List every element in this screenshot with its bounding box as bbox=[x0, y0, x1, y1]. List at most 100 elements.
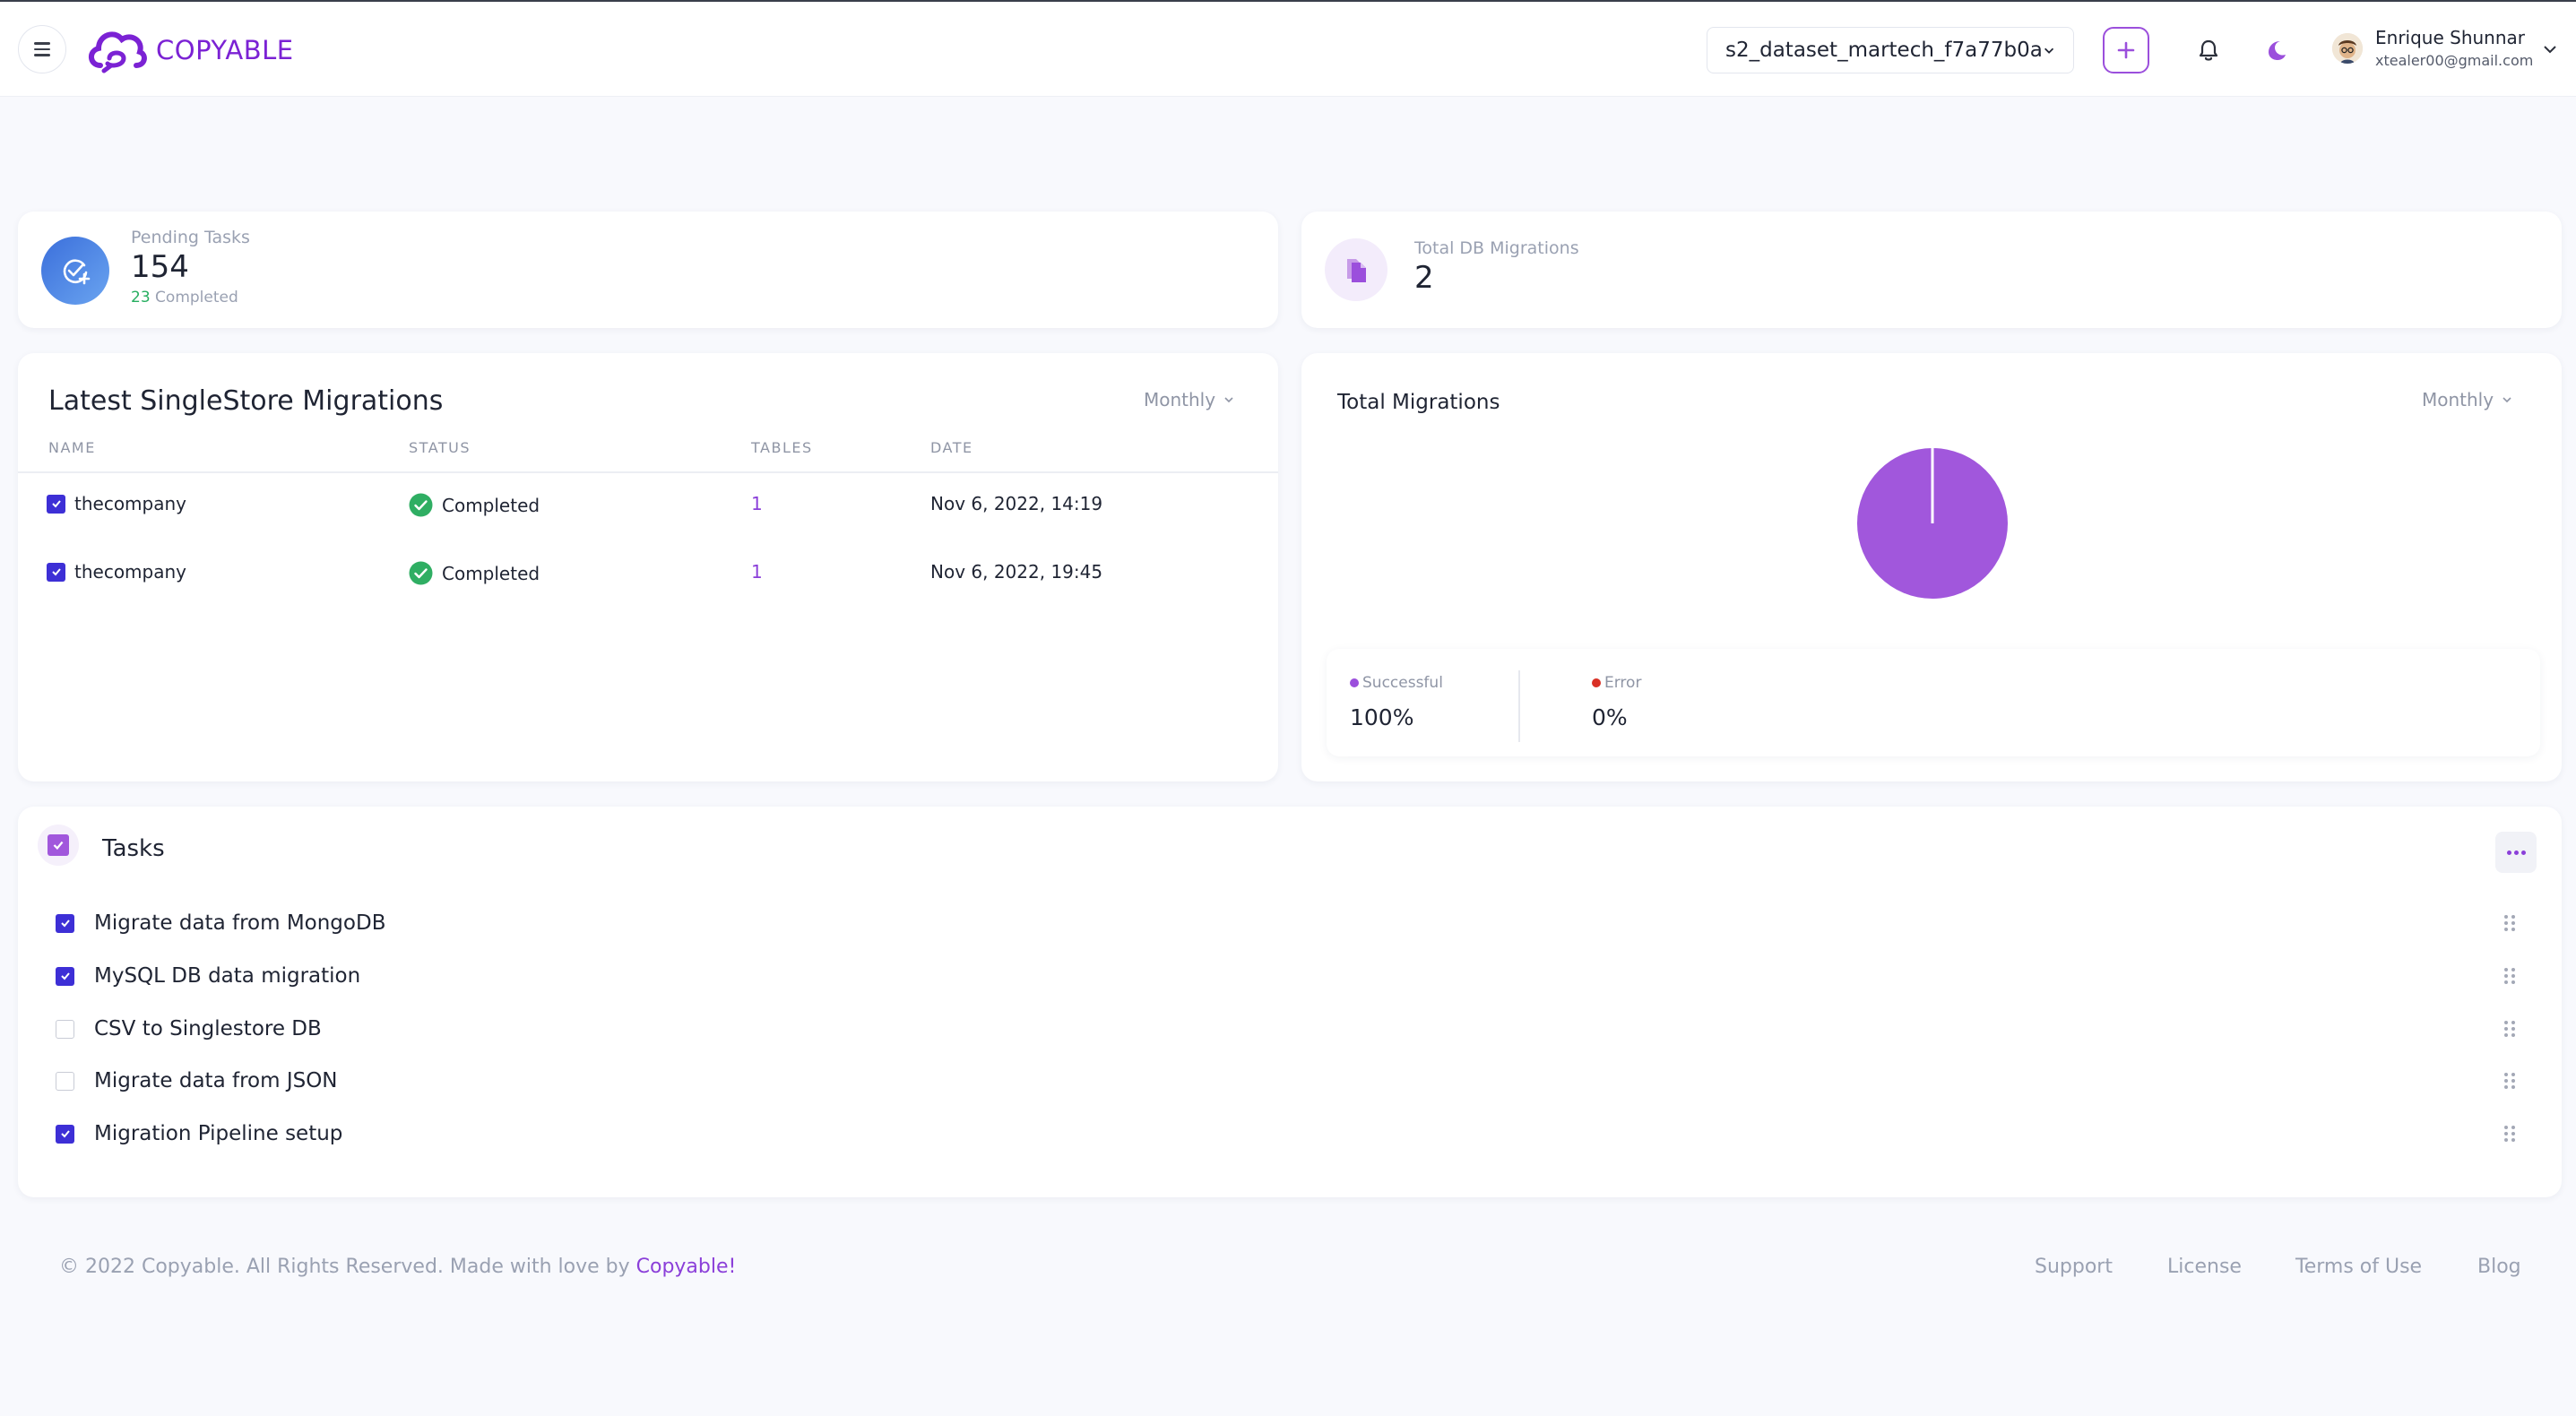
user-menu-chevron-icon[interactable] bbox=[2542, 41, 2558, 57]
footer-copyright: © 2022 Copyable. All Rights Reserved. Ma… bbox=[59, 1256, 736, 1278]
cloud-logo-icon bbox=[89, 31, 147, 73]
check-icon bbox=[60, 920, 70, 928]
task-label: Migration Pipeline setup bbox=[94, 1122, 343, 1145]
task-item[interactable]: Migrate data from JSON bbox=[56, 1069, 338, 1092]
task-item[interactable]: CSV to Singlestore DB bbox=[56, 1017, 322, 1040]
column-header-date[interactable]: DATE bbox=[930, 439, 973, 456]
task-item[interactable]: Migrate data from MongoDB bbox=[56, 911, 385, 935]
legend-successful-value: 100% bbox=[1350, 704, 1414, 730]
migrations-pie-chart bbox=[1857, 448, 2008, 599]
row-name: thecompany bbox=[74, 561, 186, 583]
db-migrations-badge bbox=[1325, 238, 1387, 301]
check-icon bbox=[60, 1130, 70, 1138]
legend-dot-successful bbox=[1350, 678, 1359, 687]
legend-successful: Successful bbox=[1350, 674, 1443, 692]
task-checkbox[interactable] bbox=[56, 1124, 74, 1144]
pending-tasks-card: Pending Tasks 154 23 Completed bbox=[18, 212, 1278, 328]
task-label: Migrate data from JSON bbox=[94, 1069, 338, 1092]
table-header-divider bbox=[18, 471, 1278, 473]
check-circle-icon bbox=[409, 493, 433, 517]
table-row-status: Completed bbox=[409, 561, 540, 585]
dataset-select-value: s2_dataset_martech_f7a77b0a bbox=[1725, 39, 2043, 62]
documents-icon bbox=[1347, 259, 1366, 282]
user-name[interactable]: Enrique Shunnar bbox=[2375, 27, 2526, 48]
row-status: Completed bbox=[442, 494, 540, 516]
task-item[interactable]: MySQL DB data migration bbox=[56, 964, 360, 988]
check-icon bbox=[53, 841, 64, 850]
chevron-down-icon bbox=[1224, 397, 1233, 403]
tasks-header-badge bbox=[38, 825, 79, 866]
window-top-border bbox=[0, 0, 2576, 2]
chevron-down-icon bbox=[2044, 47, 2053, 54]
pending-tasks-badge bbox=[41, 237, 109, 305]
add-button[interactable] bbox=[2103, 27, 2149, 73]
legend-error-label: Error bbox=[1604, 674, 1642, 692]
latest-period-value: Monthly bbox=[1144, 389, 1216, 410]
completed-count-label: Completed bbox=[155, 289, 238, 307]
table-row-status: Completed bbox=[409, 493, 540, 517]
task-checkbox[interactable] bbox=[56, 966, 74, 986]
task-label: MySQL DB data migration bbox=[94, 964, 361, 988]
drag-handle-icon[interactable] bbox=[2501, 965, 2519, 987]
total-period-dropdown[interactable]: Monthly bbox=[2422, 389, 2513, 410]
row-date: Nov 6, 2022, 19:45 bbox=[930, 561, 1103, 583]
row-name: thecompany bbox=[74, 493, 186, 514]
footer-brand-link[interactable]: Copyable! bbox=[635, 1256, 737, 1278]
check-icon bbox=[51, 500, 61, 508]
legend-divider bbox=[1518, 670, 1520, 742]
row-checkbox[interactable] bbox=[47, 562, 65, 582]
drag-handle-icon[interactable] bbox=[2501, 1018, 2519, 1040]
user-avatar[interactable] bbox=[2332, 33, 2363, 64]
check-icon bbox=[51, 568, 61, 576]
bell-icon[interactable] bbox=[2194, 36, 2223, 65]
check-icon bbox=[60, 972, 70, 980]
task-label: CSV to Singlestore DB bbox=[94, 1017, 322, 1040]
completed-count: 23 Completed bbox=[131, 289, 238, 307]
footer-link-license[interactable]: License bbox=[2167, 1256, 2242, 1278]
footer-link-support[interactable]: Support bbox=[2035, 1256, 2113, 1278]
drag-handle-icon[interactable] bbox=[2501, 1070, 2519, 1092]
legend-dot-error bbox=[1592, 678, 1601, 687]
column-header-name[interactable]: NAME bbox=[48, 439, 96, 456]
column-header-status[interactable]: STATUS bbox=[409, 439, 471, 456]
chevron-down-icon bbox=[2503, 397, 2511, 403]
latest-period-dropdown[interactable]: Monthly bbox=[1144, 389, 1235, 410]
tasks-card: Tasks bbox=[18, 807, 2562, 1197]
row-tables[interactable]: 1 bbox=[751, 561, 763, 583]
drag-handle-icon[interactable] bbox=[2501, 912, 2519, 934]
footer-link-blog[interactable]: Blog bbox=[2477, 1256, 2521, 1278]
brand-name: COPYABLE bbox=[156, 35, 294, 65]
row-tables[interactable]: 1 bbox=[751, 493, 763, 514]
moon-icon[interactable] bbox=[2262, 36, 2291, 65]
column-header-tables[interactable]: TABLES bbox=[751, 439, 813, 456]
task-checkbox[interactable] bbox=[56, 1019, 74, 1039]
total-period-value: Monthly bbox=[2422, 389, 2494, 410]
menu-icon bbox=[34, 42, 50, 45]
drag-handle-icon[interactable] bbox=[2501, 1123, 2519, 1144]
tasks-title: Tasks bbox=[102, 835, 165, 862]
completed-count-value: 23 bbox=[131, 289, 151, 307]
latest-migrations-card: Latest SingleStore Migrations Monthly NA… bbox=[18, 353, 1278, 781]
table-row-name[interactable]: thecompany bbox=[47, 561, 186, 583]
menu-toggle-button[interactable] bbox=[18, 25, 66, 73]
row-checkbox[interactable] bbox=[47, 494, 65, 514]
db-migrations-label: Total DB Migrations bbox=[1414, 238, 1579, 258]
tasks-more-button[interactable] bbox=[2495, 832, 2537, 873]
brand-logo[interactable]: COPYABLE bbox=[84, 23, 294, 77]
row-date: Nov 6, 2022, 14:19 bbox=[930, 493, 1103, 514]
task-checkbox[interactable] bbox=[56, 1071, 74, 1091]
db-migrations-value: 2 bbox=[1414, 260, 1434, 296]
footer-link-terms[interactable]: Terms of Use bbox=[2295, 1256, 2423, 1278]
plus-icon bbox=[2117, 41, 2135, 59]
legend-successful-label: Successful bbox=[1362, 674, 1443, 692]
avatar-icon bbox=[2332, 33, 2363, 64]
task-item[interactable]: Migration Pipeline setup bbox=[56, 1122, 342, 1145]
dataset-select[interactable]: s2_dataset_martech_f7a77b0a bbox=[1707, 27, 2074, 73]
db-migrations-card: Total DB Migrations 2 bbox=[1301, 212, 2562, 328]
chart-legend: Successful 100% Error 0% bbox=[1327, 649, 2540, 756]
copyright-text: © 2022 Copyable. All Rights Reserved. Ma… bbox=[59, 1256, 630, 1278]
pending-tasks-label: Pending Tasks bbox=[131, 228, 250, 247]
tasks-checkbox-icon bbox=[48, 834, 69, 856]
table-row-name[interactable]: thecompany bbox=[47, 493, 186, 514]
task-checkbox[interactable] bbox=[56, 913, 74, 933]
